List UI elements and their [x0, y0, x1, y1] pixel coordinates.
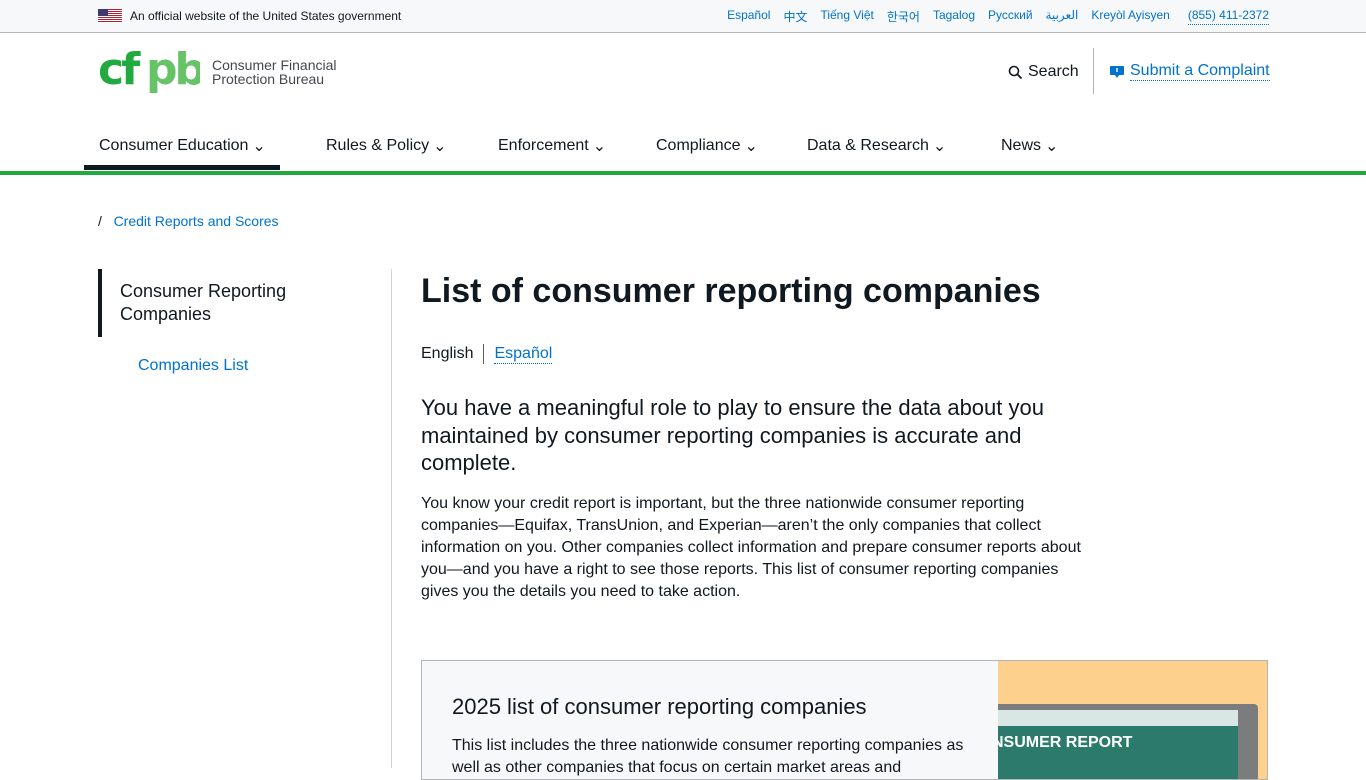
header-divider [1093, 48, 1094, 94]
chevron-down-icon: ⌄ [932, 138, 947, 155]
logo-line1: Consumer Financial [212, 57, 337, 73]
lang-zh[interactable]: 中文 [783, 10, 808, 24]
nav-consumer-education[interactable]: Consumer Education ⌄ [84, 137, 280, 170]
page-title: List of consumer reporting companies [421, 272, 1041, 310]
us-flag-icon [98, 9, 122, 22]
chevron-down-icon: ⌄ [252, 138, 266, 155]
language-links: Español 中文 Tiếng Việt 한국어 Tagalog Русски… [727, 8, 1269, 25]
lang-es[interactable]: Español [727, 8, 771, 22]
chevron-down-icon: ⌄ [744, 138, 758, 155]
sidebar: Consumer Reporting Companies Companies L… [98, 269, 298, 375]
illustration-label: CONSUMER REPORT [998, 734, 1133, 751]
main-nav: Consumer Education ⌄ Rules & Policy ⌄ Enfo… [0, 133, 1366, 176]
lead-paragraph: You have a meaningful role to play to en… [421, 395, 1044, 475]
lang-espanol-link[interactable]: Español [494, 344, 553, 364]
lang-ht[interactable]: Kreyòl Ayisyen [1091, 8, 1170, 22]
svg-text:pb: pb [146, 46, 200, 95]
complaint-label: Submit a Complaint [1130, 62, 1270, 81]
lang-tl[interactable]: Tagalog [932, 8, 975, 22]
breadcrumb-credit-reports[interactable]: Credit Reports and Scores [113, 213, 279, 229]
logo-line2: Protection Bureau [212, 71, 325, 87]
sidebar-item-companies-list[interactable]: Companies List [138, 357, 249, 374]
lang-vi[interactable]: Tiếng Việt [820, 8, 874, 22]
breadcrumb: / Credit Reports and Scores [98, 213, 279, 229]
chevron-down-icon: ⌄ [592, 138, 607, 155]
consumer-report-illustration: CONSUMER REPORT [998, 661, 1267, 779]
nav-enforcement[interactable]: Enforcement ⌄ [498, 137, 607, 155]
phone-link[interactable]: (855) 411-2372 [1187, 8, 1269, 25]
nav-compliance[interactable]: Compliance ⌄ [656, 137, 758, 155]
cfpb-logo[interactable]: cf pb Consumer Financial Protection Bure… [98, 46, 337, 98]
lang-ko[interactable]: 한국어 [886, 10, 920, 24]
nav-rules-policy[interactable]: Rules & Policy ⌄ [326, 137, 447, 155]
lang-current: English [421, 345, 474, 362]
featured-card: 2025 list of consumer reporting companie… [421, 660, 1268, 780]
svg-text:cf: cf [98, 46, 141, 95]
nav-data-research[interactable]: Data & Research ⌄ [807, 137, 947, 155]
body-paragraph: You know your credit report is important… [421, 494, 1081, 600]
chevron-down-icon: ⌄ [433, 138, 447, 155]
search-button[interactable]: Search [1008, 63, 1079, 81]
submit-complaint-link[interactable]: Submit a Complaint [1110, 62, 1270, 81]
official-text: An official website of the United States… [130, 9, 402, 23]
card-title: 2025 list of consumer reporting companie… [452, 694, 867, 719]
lang-ar[interactable]: العربية [1045, 8, 1079, 22]
gov-banner: An official website of the United States… [0, 0, 1366, 33]
nav-green-bar [0, 171, 1366, 175]
cfpb-logo-mark: cf pb [98, 46, 200, 95]
lang-ru[interactable]: Русский [988, 8, 1033, 22]
card-text: This list includes the three nationwide … [452, 737, 964, 776]
main-content: List of consumer reporting companies Eng… [421, 269, 1101, 603]
complaint-bubble-icon [1110, 65, 1124, 78]
sidebar-item-current[interactable]: Consumer Reporting Companies [98, 269, 298, 337]
sidebar-divider [391, 269, 392, 768]
search-icon [1008, 65, 1023, 79]
nav-news[interactable]: News ⌄ [1001, 137, 1059, 155]
chevron-down-icon: ⌄ [1045, 138, 1059, 155]
language-toggle: English Español [421, 344, 1101, 364]
search-label: Search [1028, 63, 1079, 80]
